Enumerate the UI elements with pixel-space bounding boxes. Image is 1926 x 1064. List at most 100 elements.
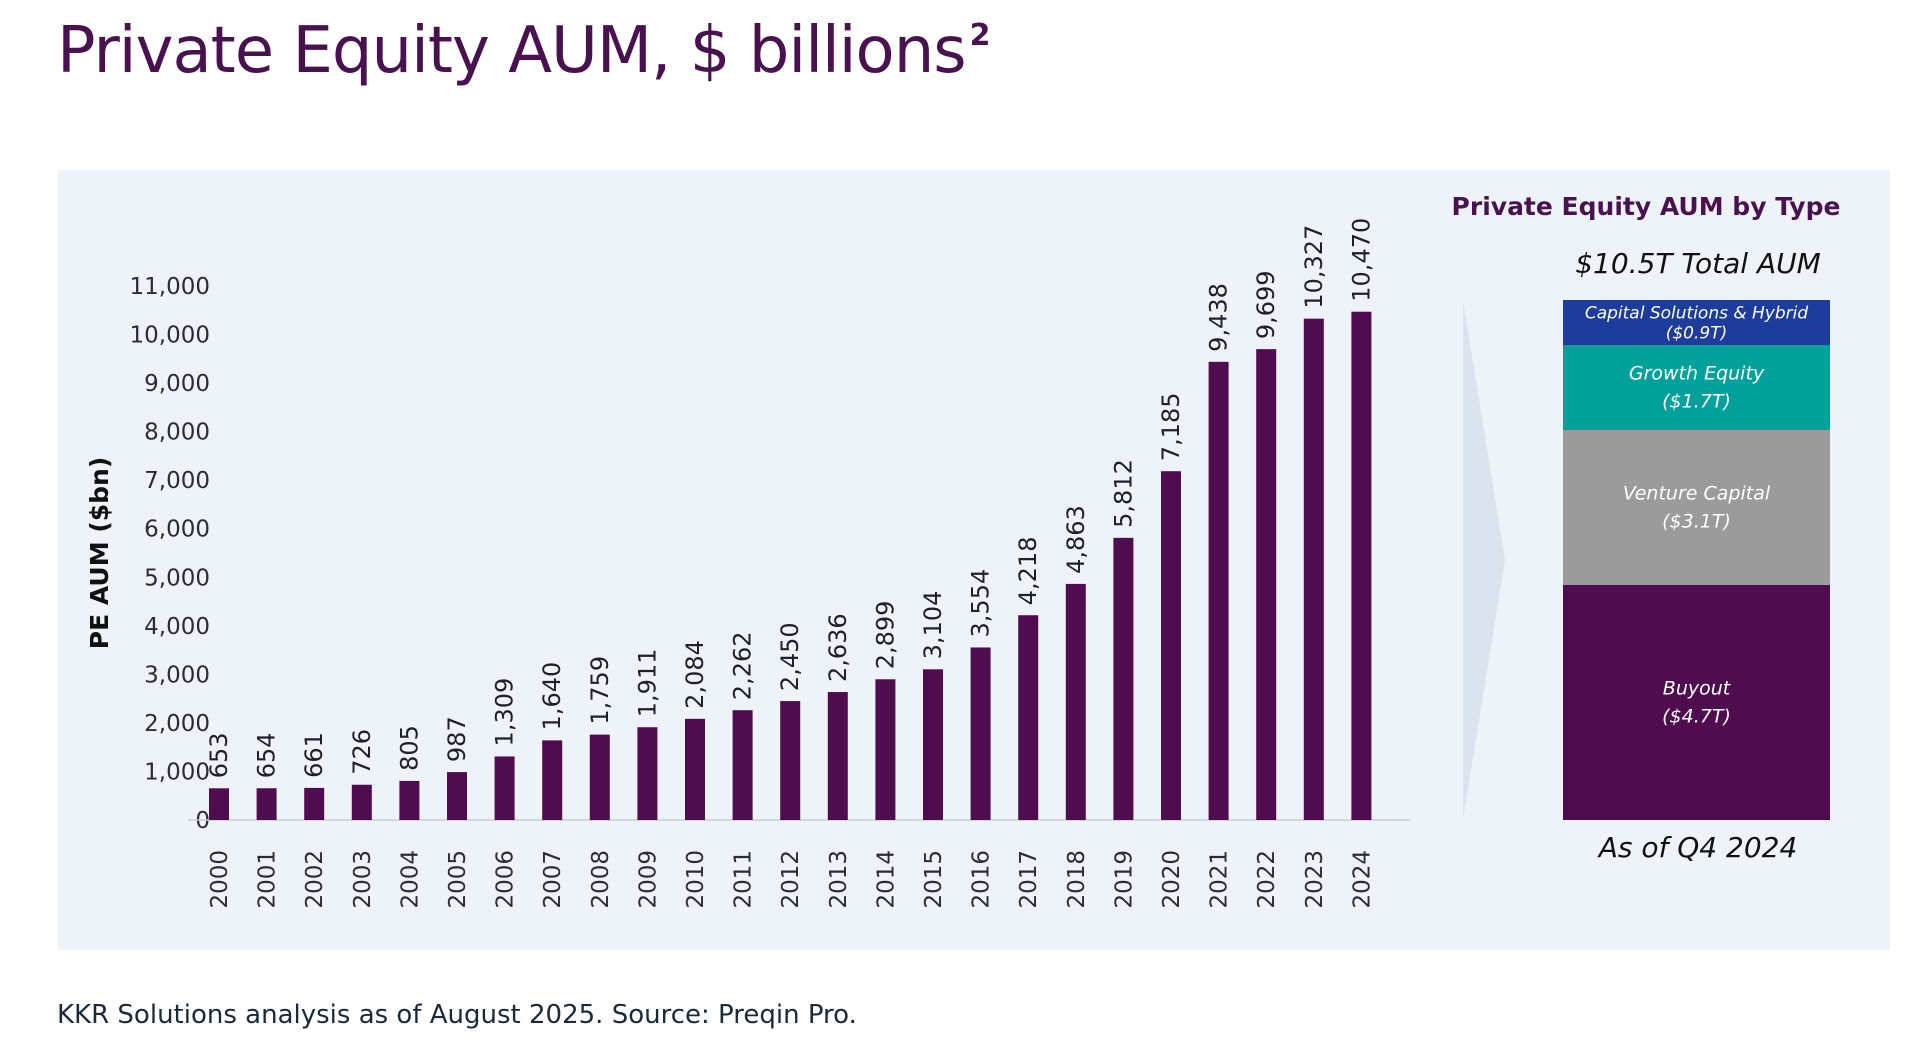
bar-2004 [399,780,420,820]
bar-2001 [256,788,277,820]
side-chart-title: Private Equity AUM by Type [1452,192,1841,221]
x-tick-label: 2005 [445,850,471,909]
segment-amount-label: ($4.7T) [1662,706,1731,728]
x-tick-label: 2006 [493,850,519,909]
bar-2014 [875,679,896,820]
x-tick-label: 2022 [1254,850,1280,909]
y-axis-label: PE AUM ($bn) [85,457,114,650]
x-tick-label: 2012 [778,850,804,909]
x-tick-label: 2013 [826,850,852,909]
bar-2013 [827,692,848,820]
aum-bar-chart: PE AUM ($bn) 0 1,000 2,000 3,000 4,000 5,000 6,… [85,218,1410,909]
x-tick-label: 2000 [207,850,233,909]
bar-2000 [209,788,229,820]
bar-2018 [1065,583,1086,820]
x-tick-label: 2021 [1207,850,1233,909]
x-tick-label: 2009 [635,850,661,909]
side-chart-footer: As of Q4 2024 [1597,831,1798,864]
x-tick-label: 2016 [969,850,995,909]
value-label: 661 [300,732,328,778]
x-tick-label: 2017 [1016,850,1042,909]
chevron-arrow-icon [1463,300,1505,820]
y-tick-label: 5,000 [144,565,210,591]
value-label: 4,863 [1062,505,1090,574]
value-label: 726 [348,729,376,775]
page-title-text: Private Equity AUM, $ billions [57,14,967,88]
segment-name-label: Capital Solutions & Hybrid [1585,304,1809,324]
value-label: 805 [395,725,423,771]
value-label: 2,262 [729,631,757,700]
value-label: 7,185 [1157,392,1185,461]
bar-2024 [1351,311,1372,820]
bar-2017 [1018,615,1039,820]
y-tick-label: 2,000 [144,711,210,737]
x-tick-label: 2020 [1159,850,1185,909]
x-tick-label: 2014 [873,850,899,909]
value-label: 10,327 [1300,225,1328,309]
bar-2002 [304,787,325,820]
bar-2021 [1208,361,1229,820]
segment-venture-capital [1563,430,1830,585]
bar-2007 [542,740,563,820]
value-label: 3,104 [919,591,947,660]
value-label: 1,759 [586,656,614,725]
x-tick-label: 2003 [350,850,376,909]
bar-2005 [447,772,467,820]
y-tick-label: 0 [195,808,210,834]
segment-capital-solutions-hybrid [1563,300,1830,345]
value-label: 2,636 [824,613,852,682]
bar-2023 [1303,318,1324,820]
segment-amount-label: ($1.7T) [1662,391,1731,413]
value-label: 10,470 [1347,218,1375,302]
x-tick-label: 2004 [397,850,423,909]
y-tick-label: 1,000 [144,759,210,785]
value-label: 9,438 [1205,283,1233,352]
segment-name-label: Venture Capital [1623,483,1771,505]
bar-2019 [1113,537,1134,820]
value-label: 1,640 [538,662,566,731]
bar-2012 [780,701,801,820]
value-label: 987 [443,716,471,762]
segment-name-label: Buyout [1663,678,1732,700]
bar-2003 [351,784,372,820]
y-tick-label: 4,000 [144,614,210,640]
chart-panel: PE AUM ($bn) 0 1,000 2,000 3,000 4,000 5,000 6,… [58,170,1890,950]
x-tick-label: 2019 [1111,850,1137,909]
x-tick-label: 2007 [540,850,566,909]
segment-buyout [1563,585,1830,820]
y-tick-label: 8,000 [144,420,210,446]
y-tick-label: 7,000 [144,468,210,494]
value-label: 2,450 [776,622,804,691]
x-tick-label: 2010 [683,850,709,909]
x-tick-label: 2011 [731,850,757,909]
value-label: 1,911 [633,649,661,718]
value-label: 3,554 [967,569,995,638]
value-label: 2,084 [681,640,709,709]
bar-2006 [494,756,515,820]
bar-2008 [589,734,610,820]
x-tick-label: 2015 [921,850,947,909]
bar-2010 [685,718,705,820]
value-label: 5,812 [1109,459,1137,528]
value-label: 654 [253,732,281,778]
value-label: 653 [205,732,233,778]
bar-2022 [1256,349,1277,820]
page-title-superscript: 2 [969,18,991,53]
y-tick-label: 9,000 [144,371,210,397]
segment-growth-equity [1563,345,1830,430]
bar-2015 [923,669,943,820]
aum-by-type-chart: Private Equity AUM by Type $10.5T Total A… [1452,192,1841,864]
value-label: 2,899 [871,601,899,670]
y-tick-label: 6,000 [144,517,210,543]
segment-name-label: Growth Equity [1629,363,1765,385]
value-label: 9,699 [1252,270,1280,339]
y-tick-label: 3,000 [144,662,210,688]
segment-amount-label: ($0.9T) [1666,324,1728,344]
source-note: KKR Solutions analysis as of August 2025… [57,1000,857,1030]
y-tick-label: 11,000 [130,274,210,300]
bar-2016 [970,647,991,820]
side-chart-subtitle: $10.5T Total AUM [1575,247,1821,280]
bar-2011 [732,710,753,820]
x-tick-label: 2018 [1064,850,1090,909]
x-tick-label: 2023 [1302,850,1328,909]
